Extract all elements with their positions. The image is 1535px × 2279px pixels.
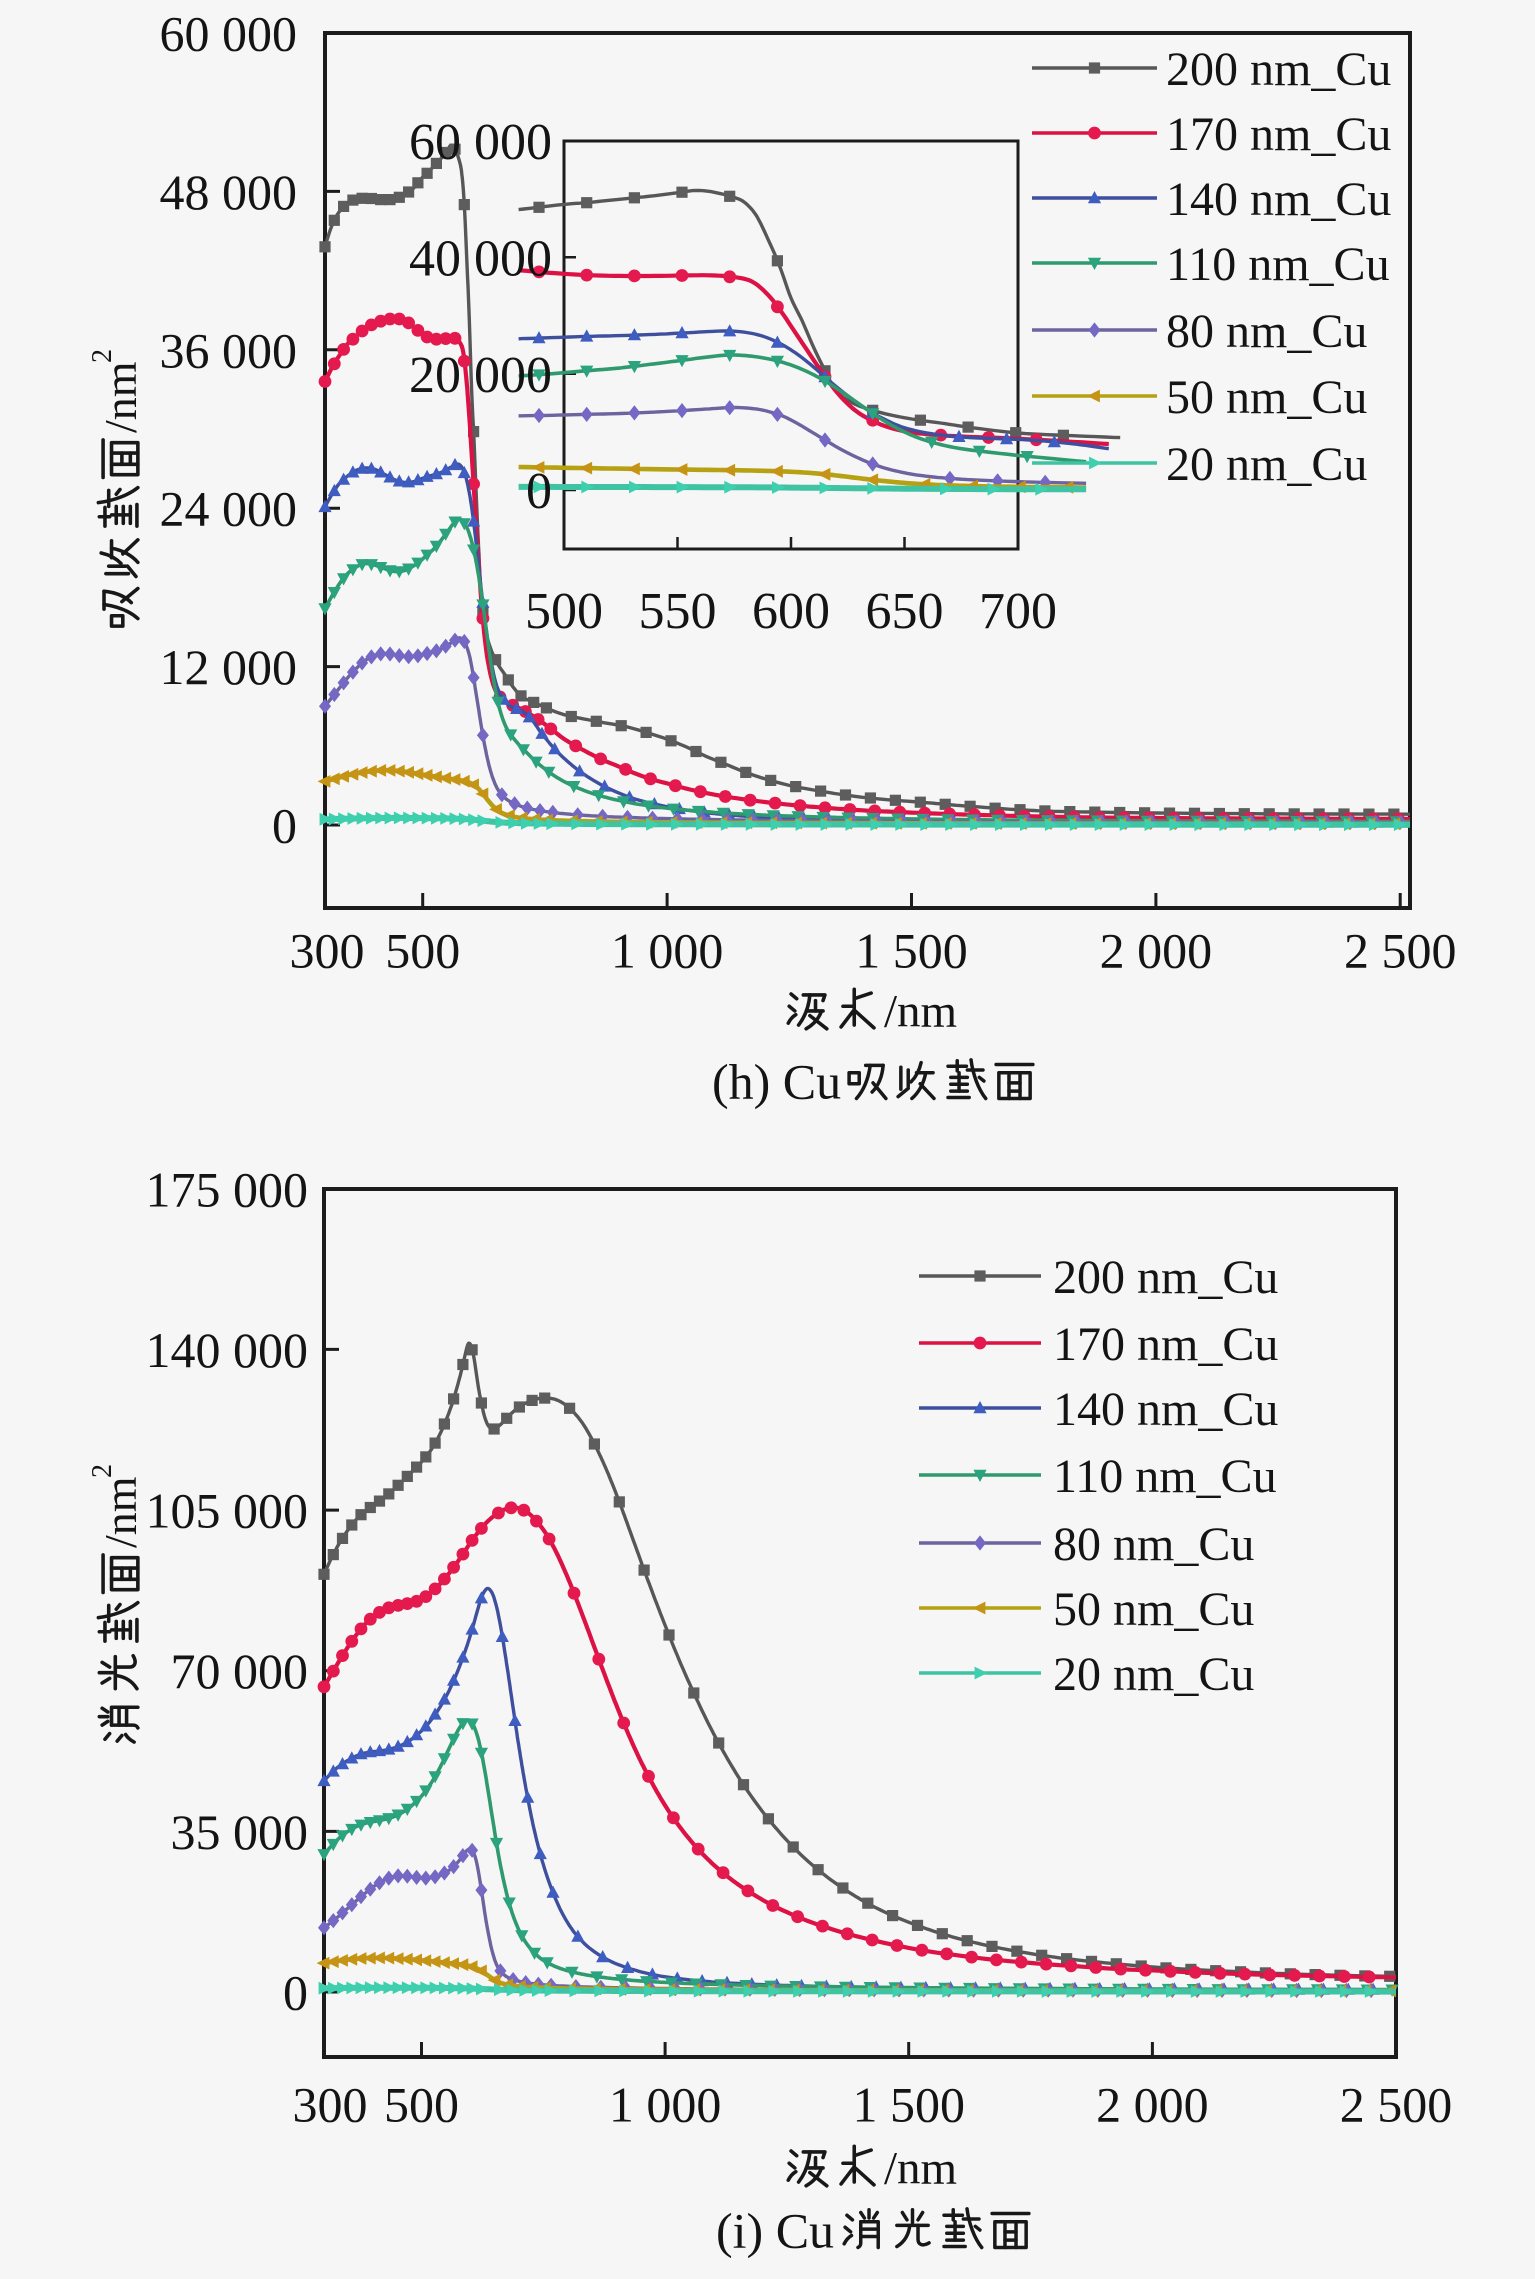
svg-text:48 000: 48 000: [160, 164, 298, 220]
svg-text:0: 0: [272, 798, 297, 854]
svg-text:1 500: 1 500: [852, 2077, 965, 2133]
svg-text:110 nm_Cu: 110 nm_Cu: [1053, 1450, 1277, 1503]
svg-text:170 nm_Cu: 170 nm_Cu: [1166, 108, 1391, 161]
svg-text:140 nm_Cu: 140 nm_Cu: [1166, 173, 1391, 226]
svg-text:175 000: 175 000: [146, 1161, 309, 1217]
svg-text:110 nm_Cu: 110 nm_Cu: [1166, 238, 1390, 291]
svg-text:60 000: 60 000: [160, 6, 298, 62]
svg-text:2 500: 2 500: [1340, 2077, 1453, 2133]
svg-text:20 nm_Cu: 20 nm_Cu: [1053, 1648, 1254, 1701]
svg-text:2 500: 2 500: [1344, 923, 1457, 979]
svg-text:80 nm_Cu: 80 nm_Cu: [1053, 1518, 1254, 1571]
svg-text:(i) Cu: (i) Cu: [716, 2203, 834, 2259]
svg-text:200 nm_Cu: 200 nm_Cu: [1166, 43, 1391, 96]
svg-text:1 500: 1 500: [855, 923, 968, 979]
svg-text:600: 600: [752, 583, 830, 640]
svg-text:35 000: 35 000: [171, 1804, 309, 1860]
svg-text:36 000: 36 000: [160, 322, 298, 378]
svg-text:20 000: 20 000: [409, 347, 552, 404]
svg-text:1 000: 1 000: [611, 923, 724, 979]
svg-text:2: 2: [87, 1464, 118, 1478]
svg-text:50 nm_Cu: 50 nm_Cu: [1053, 1583, 1254, 1636]
svg-text:/nm: /nm: [884, 2142, 957, 2194]
svg-text:500: 500: [525, 583, 603, 640]
svg-text:70 000: 70 000: [171, 1643, 309, 1699]
svg-text:500: 500: [385, 923, 460, 979]
svg-text:60 000: 60 000: [409, 114, 552, 171]
svg-text:20 nm_Cu: 20 nm_Cu: [1166, 438, 1367, 491]
svg-text:0: 0: [526, 463, 552, 520]
svg-text:/nm: /nm: [95, 361, 146, 433]
svg-text:200 nm_Cu: 200 nm_Cu: [1053, 1251, 1278, 1304]
svg-text:80 nm_Cu: 80 nm_Cu: [1166, 305, 1367, 358]
svg-text:500: 500: [384, 2077, 459, 2133]
svg-text:105 000: 105 000: [146, 1483, 309, 1539]
svg-text:0: 0: [283, 1965, 308, 2021]
svg-text:2: 2: [87, 349, 118, 363]
svg-text:300: 300: [293, 2077, 368, 2133]
svg-text:/nm: /nm: [884, 986, 957, 1038]
svg-text:50 nm_Cu: 50 nm_Cu: [1166, 371, 1367, 424]
svg-text:2 000: 2 000: [1100, 923, 1213, 979]
svg-text:1 000: 1 000: [609, 2077, 722, 2133]
svg-text:650: 650: [866, 583, 944, 640]
svg-text:40 000: 40 000: [409, 231, 552, 288]
svg-text:300: 300: [290, 923, 365, 979]
svg-text:700: 700: [979, 583, 1057, 640]
svg-text:12 000: 12 000: [160, 639, 298, 695]
svg-text:140 nm_Cu: 140 nm_Cu: [1053, 1383, 1278, 1436]
svg-text:170 nm_Cu: 170 nm_Cu: [1053, 1318, 1278, 1371]
svg-text:24 000: 24 000: [160, 481, 298, 537]
svg-text:140 000: 140 000: [146, 1322, 309, 1378]
svg-text:(h) Cu: (h) Cu: [712, 1054, 841, 1110]
svg-text:/nm: /nm: [95, 1476, 146, 1548]
svg-text:550: 550: [639, 583, 717, 640]
svg-text:2 000: 2 000: [1096, 2077, 1209, 2133]
